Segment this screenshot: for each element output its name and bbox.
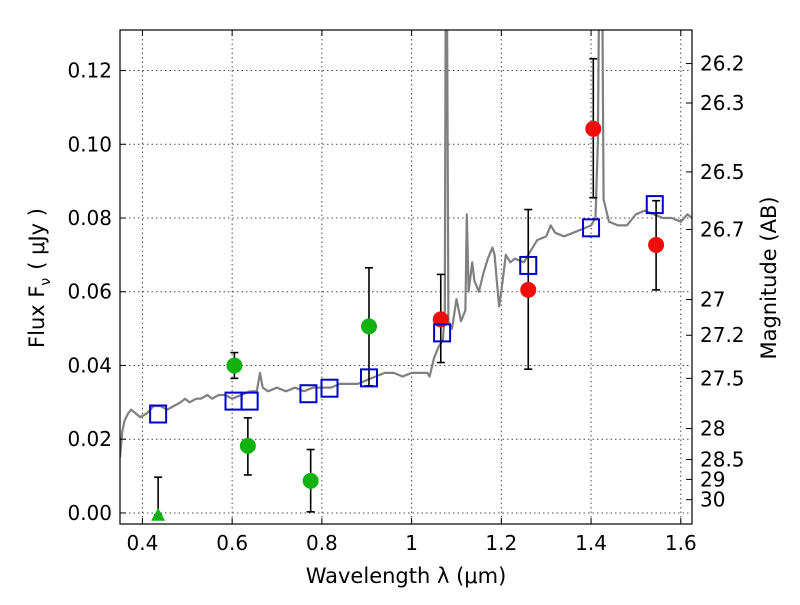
red-circle-point bbox=[648, 236, 665, 253]
magnitude-tick-label: 28.5 bbox=[700, 447, 745, 471]
y-axis-label-subscript: ν bbox=[38, 278, 54, 286]
x-tick-label: 1.2 bbox=[485, 531, 517, 555]
blue-square-point bbox=[299, 384, 318, 404]
magnitude-tick-label: 26.3 bbox=[700, 91, 745, 115]
green-triangle-point bbox=[151, 507, 166, 521]
x-tick-label: 1.4 bbox=[575, 531, 607, 555]
red-circle-point bbox=[432, 311, 449, 328]
x-axis-label: Wavelength λ (μm) bbox=[306, 564, 507, 588]
red-circle-point bbox=[585, 120, 602, 137]
green-circle-point bbox=[302, 472, 319, 489]
x-tick-label: 0.4 bbox=[127, 531, 159, 555]
red-circle-point bbox=[520, 281, 537, 298]
error-bars bbox=[154, 57, 661, 516]
x-tick-label: 0.6 bbox=[216, 531, 248, 555]
green-circle-point bbox=[360, 318, 377, 335]
blue-square-point bbox=[433, 323, 452, 343]
blue-square-point bbox=[359, 368, 378, 388]
magnitude-tick-label: 26.5 bbox=[700, 160, 745, 184]
magnitude-tick-label: 27 bbox=[700, 287, 725, 311]
y-axis-label: Flux Fν ( μJy ) bbox=[25, 208, 54, 348]
axis-ticks: 0.4 0.6 0.8 1 1.2 1.4 1.6 0.00 0.02 0.04 0.06 0.08 0… bbox=[67, 30, 745, 555]
y-tick-label: 0.04 bbox=[67, 353, 112, 377]
y-axis-label-main: Flux F bbox=[25, 286, 49, 348]
blue-square-point bbox=[320, 378, 339, 398]
x-tick-label: 0.8 bbox=[306, 531, 338, 555]
grid-lines bbox=[120, 30, 692, 524]
magnitude-tick-label: 26.2 bbox=[700, 52, 745, 76]
y-tick-label: 0.00 bbox=[67, 501, 112, 525]
blue-square-point bbox=[149, 404, 168, 424]
blue-square-point bbox=[645, 195, 664, 215]
photometry-markers bbox=[149, 120, 665, 521]
magnitude-tick-label: 30 bbox=[700, 488, 725, 512]
sed-curve-path bbox=[120, 30, 692, 458]
blue-square-point bbox=[582, 218, 601, 238]
y-tick-label: 0.02 bbox=[67, 427, 112, 451]
magnitude-tick-label: 26.7 bbox=[700, 217, 745, 241]
sed-model-curve bbox=[120, 30, 692, 458]
y-tick-label: 0.12 bbox=[67, 59, 112, 83]
y-axis-label-unit: ( μJy ) bbox=[25, 208, 49, 270]
x-tick-label: 1 bbox=[405, 531, 418, 555]
magnitude-tick-label: 28 bbox=[700, 417, 725, 441]
blue-square-point bbox=[519, 255, 538, 275]
right-axis-label: Magnitude (AB) bbox=[757, 196, 781, 359]
green-circle-point bbox=[239, 437, 256, 454]
green-circle-point bbox=[226, 357, 243, 374]
y-tick-label: 0.08 bbox=[67, 206, 112, 230]
plot-frame bbox=[119, 29, 693, 525]
blue-square-point bbox=[240, 391, 259, 411]
y-tick-label: 0.10 bbox=[67, 132, 112, 156]
magnitude-tick-label: 27.2 bbox=[700, 323, 745, 347]
magnitude-tick-label: 29 bbox=[700, 467, 725, 491]
x-tick-label: 1.6 bbox=[665, 531, 697, 555]
y-tick-label: 0.06 bbox=[67, 280, 112, 304]
magnitude-tick-label: 27.5 bbox=[700, 366, 745, 390]
